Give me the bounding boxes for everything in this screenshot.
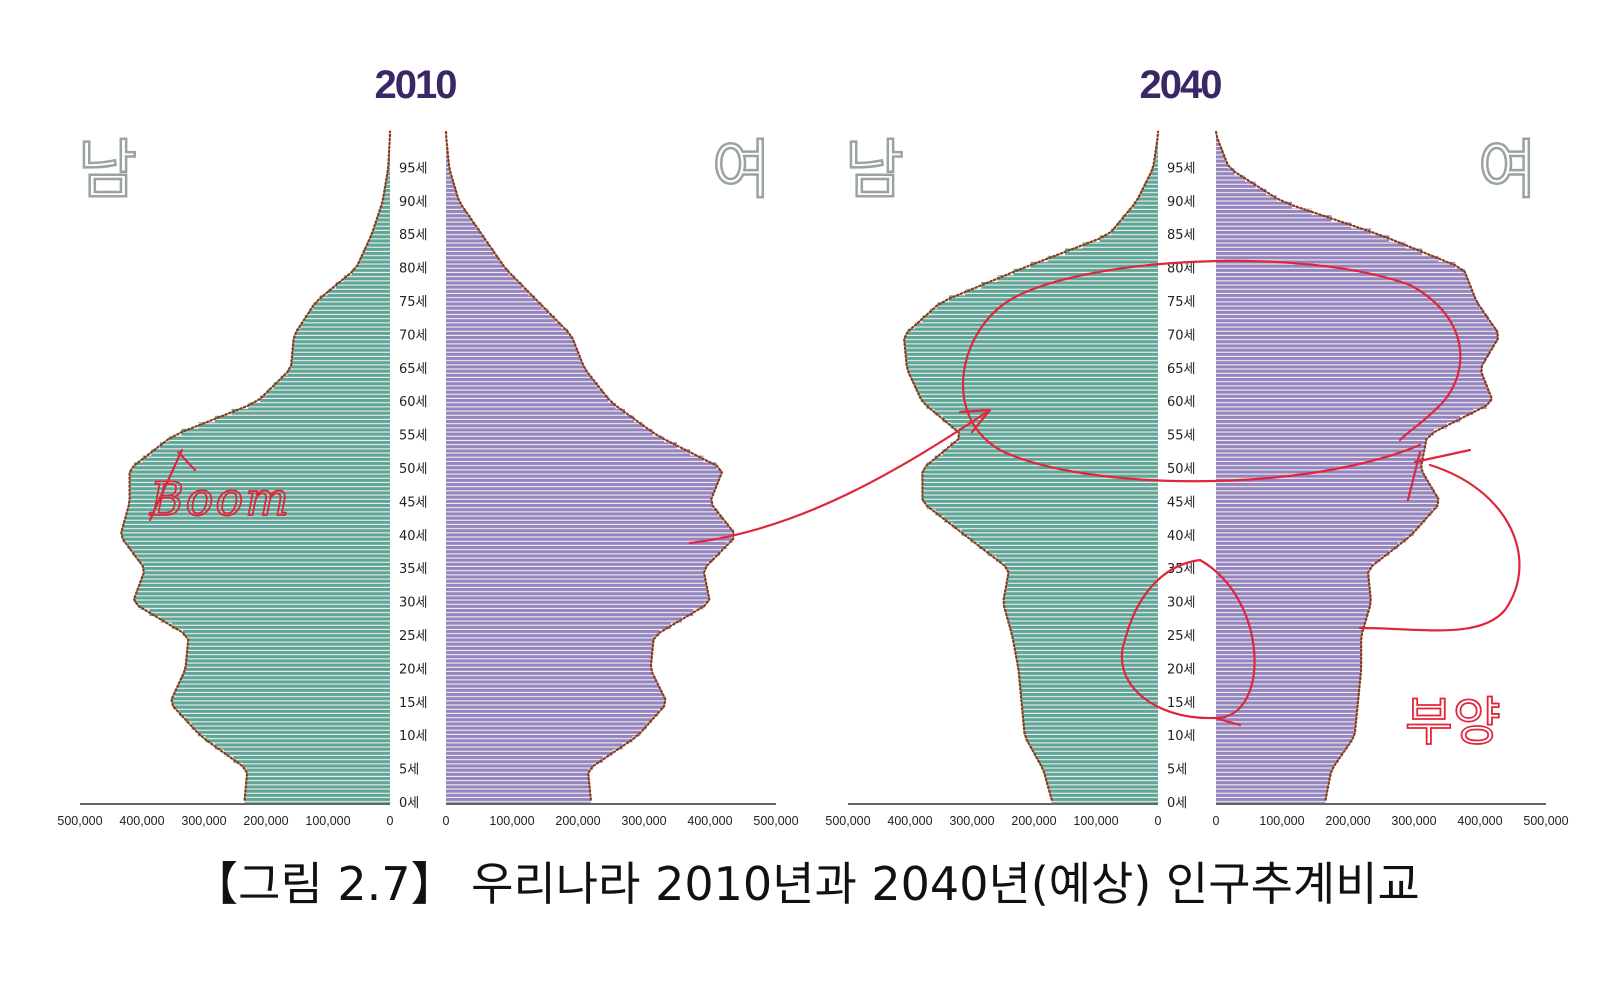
male-tick-label: 100,000: [1073, 814, 1118, 828]
male-tick-label: 200,000: [243, 814, 288, 828]
male-tick-label: 400,000: [119, 814, 164, 828]
age-label: 50세: [1167, 462, 1196, 477]
age-label: 95세: [1167, 161, 1196, 176]
male-tick-label: 0: [1155, 814, 1162, 828]
age-label: 60세: [1167, 395, 1196, 410]
pyramid-2010-tick-labels: 500,000 400,000 300,000 200,000 100,000 0 0 100…: [57, 814, 798, 828]
age-label: 25세: [1167, 629, 1196, 644]
female-tick-label: 500,000: [753, 814, 798, 828]
handwritten-annotations: Boom 부양: [148, 259, 1521, 754]
female-tick-label: 300,000: [621, 814, 666, 828]
age-label: 55세: [1167, 429, 1196, 444]
female-tick-label: 300,000: [1391, 814, 1436, 828]
arc-right-2040: [1358, 463, 1521, 632]
age-label: 40세: [399, 529, 428, 544]
pyramid-2040-female-label: 여: [1478, 134, 1537, 208]
age-label: 60세: [399, 395, 428, 410]
age-label: 75세: [1167, 295, 1196, 310]
male-outline: [902, 130, 1160, 801]
pyramid-2010-bars: [80, 128, 776, 805]
age-label: 90세: [1167, 195, 1196, 210]
age-label: 15세: [399, 696, 428, 711]
age-label: 85세: [399, 228, 428, 243]
female-tick-label: 200,000: [1325, 814, 1370, 828]
female-tick-label: 500,000: [1523, 814, 1568, 828]
age-label: 80세: [399, 262, 428, 277]
age-label: 45세: [1167, 495, 1196, 510]
female-tick-label: 100,000: [489, 814, 534, 828]
age-label: 20세: [1167, 662, 1196, 677]
age-label: 10세: [1167, 729, 1196, 744]
pyramid-2010-male-label: 남: [78, 134, 137, 208]
female-outline: [444, 130, 735, 801]
age-label: 30세: [399, 596, 428, 611]
female-tick-label: 400,000: [687, 814, 732, 828]
age-label: 5세: [1167, 763, 1187, 778]
pyramid-2010-title: 2010: [375, 63, 457, 107]
male-tick-label: 400,000: [887, 814, 932, 828]
circle-elderly-2040: [962, 259, 1462, 483]
age-label: 50세: [399, 462, 428, 477]
age-label: 45세: [399, 495, 428, 510]
female-outline: [1214, 130, 1499, 801]
pyramid-2010-female-label: 여: [712, 134, 771, 208]
male-population-area: [121, 128, 390, 803]
female-tick-label: 0: [443, 814, 450, 828]
male-tick-label: 500,000: [57, 814, 102, 828]
female-population-area: [446, 128, 734, 803]
arrow-to-45: [1406, 448, 1472, 502]
male-outline: [120, 130, 392, 801]
arrowhead-boom-to-2040: [958, 408, 992, 434]
pyramid-2010-age-labels: 95세 90세 85세 80세 75세 70세 65세 60세 55세 50세 45세 40세 35세 3…: [399, 161, 428, 811]
female-tick-label: 0: [1213, 814, 1220, 828]
female-tick-label: 400,000: [1457, 814, 1502, 828]
age-label: 30세: [1167, 596, 1196, 611]
age-label: 25세: [399, 629, 428, 644]
figure-caption: 【그림 2.7】 우리나라 2010년과 2040년(예상) 인구추계비교: [192, 857, 1420, 911]
age-label: 95세: [399, 161, 428, 176]
circle-youth-2040: [1120, 558, 1256, 727]
burden-annotation: 부양: [1405, 693, 1501, 753]
age-label: 65세: [399, 362, 428, 377]
male-tick-label: 300,000: [949, 814, 994, 828]
age-label: 90세: [399, 195, 428, 210]
age-label: 5세: [399, 763, 419, 778]
age-label: 75세: [399, 295, 428, 310]
male-tick-label: 200,000: [1011, 814, 1056, 828]
female-tick-label: 100,000: [1259, 814, 1304, 828]
age-label: 15세: [1167, 696, 1196, 711]
age-label: 20세: [399, 662, 428, 677]
age-label: 70세: [399, 328, 428, 343]
pyramid-2040-male-label: 남: [845, 134, 904, 208]
male-tick-label: 0: [387, 814, 394, 828]
age-label: 0세: [1167, 796, 1187, 811]
age-label: 40세: [1167, 529, 1196, 544]
age-label: 10세: [399, 729, 428, 744]
age-label: 80세: [1167, 262, 1196, 277]
age-label: 35세: [399, 562, 428, 577]
male-tick-label: 300,000: [181, 814, 226, 828]
age-label: 35세: [1167, 562, 1196, 577]
pyramid-2040-title: 2040: [1140, 63, 1222, 107]
boom-arrow: [148, 448, 197, 522]
age-label: 85세: [1167, 228, 1196, 243]
pyramid-2040-age-labels: 95세 90세 85세 80세 75세 70세 65세 60세 55세 50세 45세 40세 35세 3…: [1167, 161, 1196, 811]
female-tick-label: 200,000: [555, 814, 600, 828]
age-label: 55세: [399, 429, 428, 444]
age-label: 70세: [1167, 328, 1196, 343]
male-population-area: [904, 128, 1158, 803]
age-label: 0세: [399, 796, 419, 811]
arrow-boom-to-2040: [688, 408, 992, 545]
age-label: 65세: [1167, 362, 1196, 377]
pyramid-2040-tick-labels: 500,000 400,000 300,000 200,000 100,000 0 0 100…: [825, 814, 1568, 828]
boom-annotation: Boom: [149, 472, 291, 526]
male-tick-label: 500,000: [825, 814, 870, 828]
pyramid-2010: 2010 남 여 95세 90세 85세 80세 75세 70세 65세 60세 55세 50세 4…: [57, 63, 798, 828]
male-tick-label: 100,000: [305, 814, 350, 828]
